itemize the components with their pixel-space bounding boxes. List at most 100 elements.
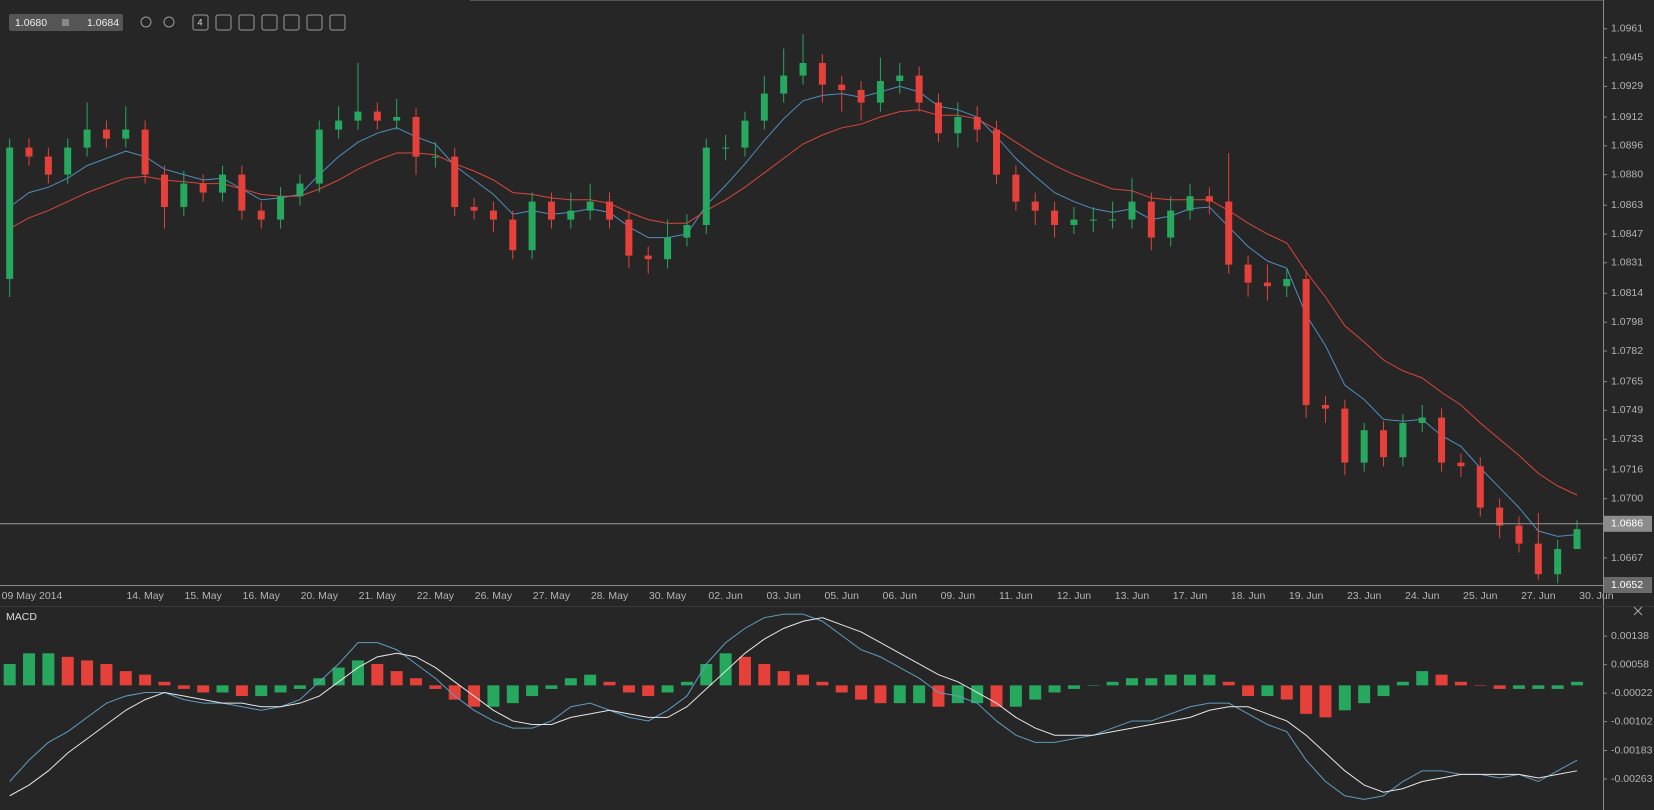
candle-body	[102, 129, 110, 139]
candle-body	[993, 129, 1001, 175]
candle-body	[625, 219, 633, 256]
macd-histogram-bar	[139, 674, 152, 686]
macd-histogram-bar	[1377, 685, 1390, 697]
candle-body	[160, 174, 168, 207]
y-tick-label: 1.0814	[1611, 287, 1643, 299]
close-icon[interactable]	[1633, 606, 1643, 616]
macd-histogram-bar	[506, 685, 519, 704]
candle-body	[1244, 264, 1252, 283]
candle-body	[296, 183, 304, 197]
x-tick-label: 03. Jun	[766, 590, 801, 602]
macd-histogram-bar	[564, 678, 577, 686]
x-tick-label: 17. Jun	[1173, 590, 1208, 602]
timeframe: 4	[197, 17, 202, 27]
indicators-button[interactable]	[238, 14, 255, 31]
macd-histogram-bar	[1029, 685, 1042, 700]
candle-body	[1012, 174, 1020, 202]
macd-histogram-bar	[216, 685, 229, 693]
macd-histogram-bar	[835, 685, 848, 693]
candle-body	[838, 84, 846, 90]
macd-histogram-bar	[545, 685, 558, 689]
draw-button[interactable]	[329, 14, 346, 31]
candle-body	[1070, 219, 1078, 225]
macd-histogram-bar	[1358, 685, 1371, 704]
axis-bottom-label: 1.0652	[1611, 579, 1643, 591]
y-tick-label: 1.0961	[1611, 23, 1643, 35]
candle-body	[722, 147, 730, 149]
macd-histogram-bar	[177, 685, 190, 689]
indicator-title: MACD	[6, 611, 37, 623]
export-button[interactable]	[261, 14, 278, 31]
copy-button[interactable]	[283, 14, 300, 31]
macd-histogram-bar	[1184, 674, 1197, 686]
axis-bottom-box	[1604, 577, 1652, 593]
x-tick-label: 21. May	[359, 590, 397, 602]
candle-body	[1476, 466, 1484, 508]
x-tick-label: 28. May	[591, 590, 629, 602]
macd-histogram-bar	[1164, 674, 1177, 686]
y-tick-label: 1.0798	[1611, 316, 1643, 328]
timeframe-button[interactable]	[192, 14, 209, 31]
x-tick-label: 16. May	[243, 590, 281, 602]
candle-body	[567, 210, 575, 220]
candle-body	[780, 75, 788, 94]
zoom-in[interactable]	[163, 16, 175, 28]
y-tick-label: 1.0831	[1611, 257, 1643, 269]
candle-body	[1418, 417, 1426, 423]
macd-histogram-bar	[1435, 674, 1448, 686]
candle-body	[1167, 210, 1175, 238]
candle-body	[934, 102, 942, 134]
macd-histogram-bar	[971, 685, 984, 704]
candle-body	[973, 117, 981, 130]
candle-body	[141, 129, 149, 175]
x-tick-label: 27. May	[533, 590, 571, 602]
spread-icon	[62, 19, 69, 26]
x-tick-label: 27. Jun	[1521, 590, 1556, 602]
candle-body	[1341, 408, 1349, 463]
candle-body	[83, 129, 91, 148]
candle-body	[664, 237, 672, 260]
macd-histogram-bar	[23, 653, 36, 686]
macd-histogram-bar	[1396, 681, 1409, 686]
candle-body	[547, 201, 555, 220]
y-tick-label: 1.0765	[1611, 375, 1643, 387]
macd-histogram-bar	[448, 685, 461, 700]
candle-body	[1128, 201, 1136, 220]
macd-histogram-bar	[1222, 681, 1235, 686]
candle-body	[799, 63, 807, 76]
macd-histogram-bar	[680, 681, 693, 686]
x-tick-label: 02. Jun	[708, 590, 743, 602]
candle-body	[1147, 201, 1155, 238]
candle-body	[393, 117, 401, 121]
candle-body	[1438, 417, 1446, 463]
ask: 1.0684	[87, 17, 119, 29]
macd-histogram-bar	[1203, 674, 1216, 686]
macd-histogram-bar	[1145, 678, 1158, 686]
y-tick-label: 1.0929	[1611, 80, 1643, 92]
macd-histogram-bar	[429, 685, 442, 689]
macd-histogram-bar	[1493, 685, 1506, 689]
edit-button[interactable]	[306, 14, 323, 31]
y-tick-label: 1.0782	[1611, 345, 1643, 357]
macd-histogram-bar	[255, 685, 268, 697]
chart-type-button[interactable]	[215, 14, 232, 31]
y-tick-label: 1.0667	[1611, 552, 1643, 564]
moving-average	[9, 85, 1578, 537]
candle-body	[1573, 529, 1581, 549]
candle-body	[1534, 543, 1542, 575]
macd-histogram-bar	[371, 663, 384, 686]
x-tick-label: 22. May	[417, 590, 455, 602]
x-tick-label: 20. May	[301, 590, 339, 602]
zoom-out[interactable]	[140, 16, 152, 28]
candle-body	[122, 129, 130, 139]
candle-body	[857, 90, 865, 103]
macd-histogram-bar	[855, 685, 868, 700]
x-tick-label: 23. Jun	[1347, 590, 1382, 602]
candle-body	[354, 111, 362, 121]
x-tick-label: 30. May	[649, 590, 687, 602]
close-indicator[interactable]	[1633, 606, 1643, 616]
macd-histogram-bar	[197, 685, 210, 693]
candle-body	[277, 196, 285, 220]
candle-body	[25, 147, 33, 157]
